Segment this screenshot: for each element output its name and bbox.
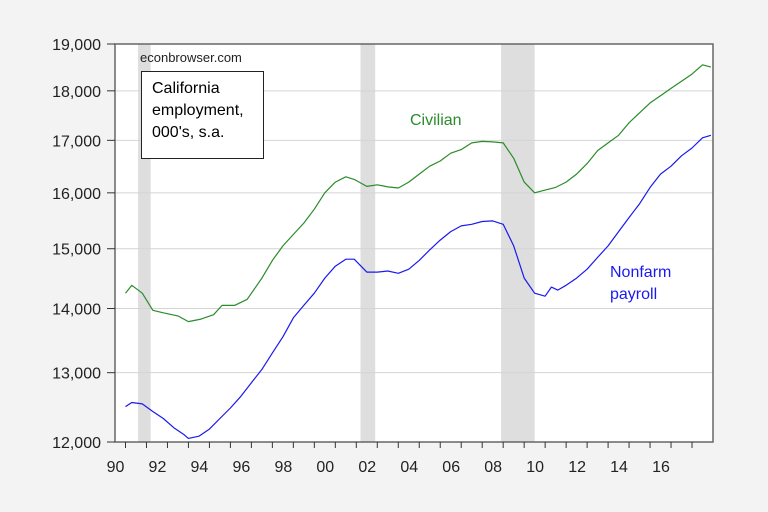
y-tick-label: 12,000 [52, 435, 101, 452]
recession-band [501, 44, 535, 442]
y-tick-label: 19,000 [52, 37, 101, 54]
x-tick-label: 00 [316, 459, 334, 476]
civilian-series-label: Civilian [410, 112, 462, 129]
y-axis: 12,000 13,000 14,000 15,000 16,000 17,000 18,0… [52, 37, 115, 452]
x-tick-label: 94 [191, 459, 209, 476]
x-tick-label: 92 [149, 459, 167, 476]
chart-title-box: California employment, 000's, s.a. [141, 71, 264, 159]
data-lines [125, 64, 712, 439]
x-tick-label: 10 [526, 459, 544, 476]
y-tick-label: 17,000 [52, 133, 101, 150]
x-tick-label: 06 [442, 459, 460, 476]
recession-band [360, 44, 376, 442]
recession-bands [138, 44, 535, 442]
y-tick-label: 15,000 [52, 242, 101, 259]
x-tick-label: 08 [484, 459, 502, 476]
source-label: econbrowser.com [140, 50, 242, 65]
title-line-2: employment, [152, 102, 244, 119]
x-tick-label: 90 [107, 459, 125, 476]
x-tick-label: 16 [652, 459, 670, 476]
x-tick-label: 14 [610, 459, 628, 476]
x-axis: 90 92 94 96 98 00 02 04 06 08 10 12 14 16 [107, 442, 693, 476]
y-tick-label: 13,000 [52, 366, 101, 383]
nonfarm-series-label: Nonfarm payroll [610, 262, 671, 306]
x-tick-label: 12 [568, 459, 586, 476]
y-tick-label: 16,000 [52, 186, 101, 203]
x-tick-label: 02 [358, 459, 376, 476]
x-tick-label: 98 [274, 459, 292, 476]
nonfarm-label-line-1: Nonfarm [610, 264, 672, 281]
x-tick-label: 96 [232, 459, 250, 476]
plot-frame [114, 43, 714, 443]
y-tick-label: 14,000 [52, 301, 101, 318]
x-tick-label: 04 [400, 459, 418, 476]
title-line-1: California [152, 80, 220, 97]
civilian-line [125, 64, 712, 323]
y-tick-label: 18,000 [52, 84, 101, 101]
nonfarm-payroll-line [125, 134, 712, 439]
title-line-3: 000's, s.a. [152, 124, 225, 141]
nonfarm-label-line-2: payroll [610, 286, 658, 303]
